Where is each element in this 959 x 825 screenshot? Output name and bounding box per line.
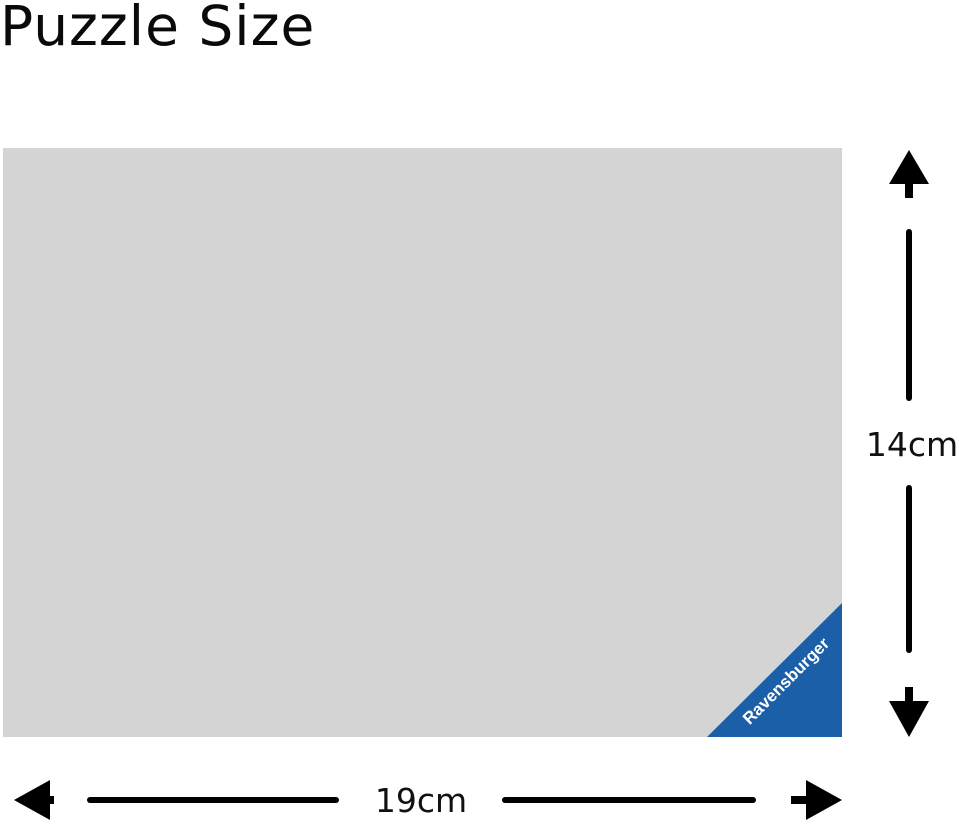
arrow-right-icon xyxy=(791,780,842,820)
arrow-down-icon xyxy=(889,687,929,737)
arrow-up-icon xyxy=(889,150,929,198)
puzzle-outline xyxy=(3,148,842,737)
height-dimension: 14cm xyxy=(866,150,958,737)
ravensburger-logo-triangle xyxy=(707,603,842,737)
width-dimension: 19cm xyxy=(14,780,842,820)
arrow-left-icon xyxy=(14,780,54,820)
page-title: Puzzle Size xyxy=(0,0,316,58)
width-label: 19cm xyxy=(375,781,467,820)
height-label: 14cm xyxy=(866,425,958,464)
